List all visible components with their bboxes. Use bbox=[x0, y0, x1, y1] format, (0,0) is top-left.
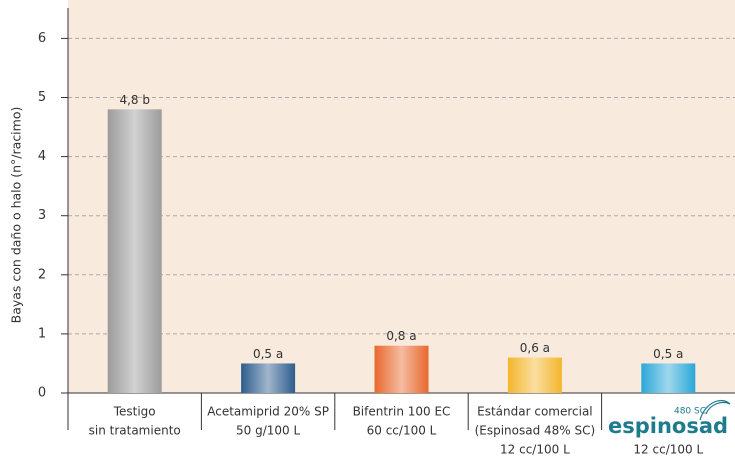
x-tick-label: Estándar comercial bbox=[477, 405, 593, 419]
plot-background bbox=[68, 0, 735, 393]
y-tick-label: 2 bbox=[38, 267, 46, 282]
bar bbox=[241, 363, 296, 393]
logo: espinosad 480 SC bbox=[608, 399, 731, 438]
x-tick-label: 50 g/100 L bbox=[236, 424, 300, 438]
bar bbox=[374, 345, 429, 393]
logo-grade: 480 SC bbox=[674, 407, 706, 417]
x-tick-label: 12 cc/100 L bbox=[500, 443, 570, 457]
value-label: 0,8 a bbox=[386, 329, 416, 343]
logo-name: espinosad bbox=[608, 414, 728, 438]
value-label: 0,5 a bbox=[653, 347, 683, 361]
y-tick-label: 3 bbox=[38, 208, 46, 223]
x-tick-label: sin tratamiento bbox=[89, 424, 181, 438]
y-tick-label: 4 bbox=[38, 149, 46, 164]
bar bbox=[107, 109, 162, 394]
bar bbox=[641, 363, 696, 393]
value-label: 0,5 a bbox=[253, 347, 283, 361]
x-tick-label: Acetamiprid 20% SP bbox=[207, 405, 329, 419]
x-tick-label: (Espinosad 48% SC) bbox=[475, 424, 596, 438]
y-tick-label: 5 bbox=[38, 90, 46, 105]
x-tick-label: 12 cc/100 L bbox=[633, 443, 703, 457]
y-axis-label: Bayas con daño o halo (n°/racimo) bbox=[9, 107, 24, 324]
x-tick-label: Testigo bbox=[113, 405, 156, 419]
x-tick-label: 60 cc/100 L bbox=[367, 424, 437, 438]
value-label: 0,6 a bbox=[520, 341, 550, 355]
x-tick-label: Bifentrin 100 EC bbox=[353, 405, 451, 419]
y-tick-label: 1 bbox=[38, 326, 46, 341]
y-tick-label: 6 bbox=[38, 31, 46, 46]
logo-swirl bbox=[699, 399, 731, 421]
bar bbox=[507, 357, 562, 393]
value-label: 4,8 b bbox=[119, 93, 150, 107]
y-tick-label: 0 bbox=[38, 386, 46, 401]
